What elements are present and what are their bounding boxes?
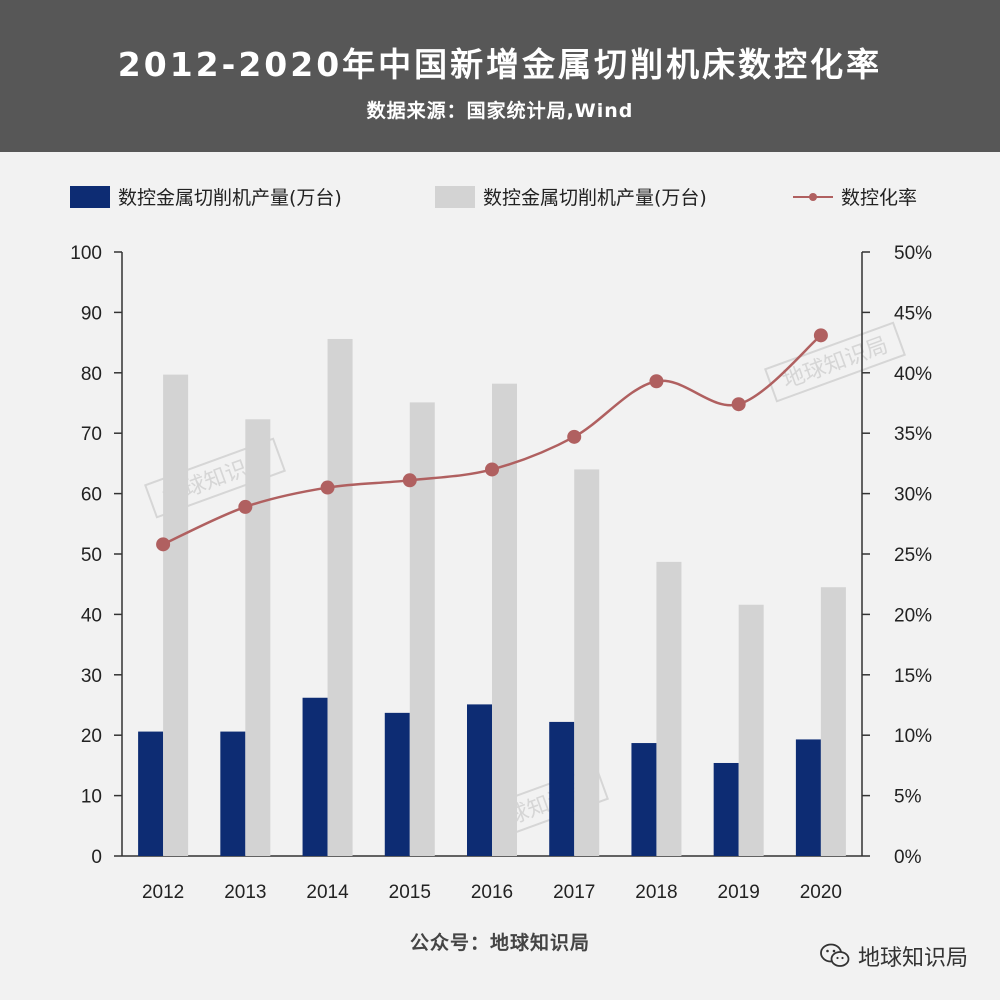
y-right-tick-label: 15% (894, 666, 932, 687)
bar-cnc-output (631, 743, 657, 856)
bar-total-output (656, 561, 682, 856)
y-right-tick-label: 45% (894, 303, 932, 324)
chart-subtitle: 数据来源：国家统计局,Wind (366, 100, 634, 122)
y-left-tick-label: 20 (81, 726, 102, 747)
watermark-2: 地球知识局 (764, 321, 906, 403)
legend-label-cnc: 数控金属切削机产量(万台) (118, 187, 342, 209)
bar-cnc-output (220, 731, 246, 856)
rate-point (731, 397, 746, 412)
y-right-tick-label: 25% (894, 545, 932, 566)
legend-label-rate: 数控化率 (841, 187, 918, 209)
rate-point (485, 462, 499, 477)
bar-total-output (327, 338, 353, 856)
y-left-tick-label: 30 (81, 666, 102, 687)
bar-total-output (409, 402, 435, 856)
chart-header: 2012-2020年中国新增金属切削机床数控化率 数据来源：国家统计局,Wind (0, 0, 1000, 152)
y-left-tick-label: 60 (81, 485, 102, 506)
bar-cnc-output (467, 704, 492, 856)
legend-swatch-cnc (70, 185, 110, 208)
legend-item-total-output: 数控金属切削机产量(万台) (435, 183, 707, 210)
legend-label-total: 数控金属切削机产量(万台) (483, 187, 707, 209)
rate-point (320, 480, 335, 495)
brand-name: 地球知识局 (857, 946, 968, 971)
x-tick-label: 2020 (800, 882, 842, 903)
rate-point (238, 499, 253, 514)
y-right-tick-label: 10% (894, 726, 932, 747)
bar-cnc-output (302, 697, 328, 856)
x-tick-label: 2013 (224, 882, 266, 903)
y-left-tick-label: 40 (81, 605, 102, 626)
bar-total-output (738, 604, 764, 856)
y-right-tick-label: 20% (894, 605, 932, 626)
y-left-tick-label: 80 (81, 364, 102, 385)
y-left-tick-label: 0 (91, 847, 102, 868)
wechat-icon (820, 943, 850, 967)
chart-legend: 数控金属切削机产量(万台) 数控金属切削机产量(万台) 数控化率 (0, 183, 1000, 213)
legend-item-rate: 数控化率 (793, 183, 917, 210)
bar-cnc-output (384, 712, 410, 856)
y-left-tick-label: 50 (81, 545, 102, 566)
footer-text: 公众号：地球知识局 (409, 932, 590, 954)
bar-cnc-output (713, 762, 739, 856)
rate-point (156, 537, 171, 552)
legend-swatch-rate (793, 186, 833, 208)
bar-cnc-output (795, 739, 821, 856)
watermark-text: 地球知识局 (780, 333, 892, 394)
bar-total-output (820, 587, 846, 856)
y-right-tick-label: 30% (894, 485, 932, 506)
bar-cnc-output (549, 721, 575, 856)
y-left-tick-label: 10 (81, 787, 102, 808)
x-tick-label: 2018 (635, 882, 677, 903)
rate-point (813, 328, 828, 343)
chart-title: 2012-2020年中国新增金属切削机床数控化率 (117, 45, 883, 84)
x-tick-label: 2014 (306, 882, 349, 903)
bar-total-output (163, 374, 189, 856)
y-left-tick-label: 70 (81, 424, 102, 445)
bar-total-output (574, 469, 600, 856)
y-right-tick-label: 5% (894, 787, 922, 808)
x-tick-label: 2017 (553, 882, 595, 903)
rate-point (649, 374, 664, 389)
y-right-tick-label: 40% (894, 364, 932, 385)
y-right-tick-label: 0% (894, 847, 922, 868)
brand-mark: 地球知识局 (820, 940, 968, 972)
y-left-tick-label: 90 (81, 303, 102, 324)
bar-total-output (245, 419, 271, 856)
y-left-tick-label: 100 (70, 243, 102, 264)
y-right-tick-label: 50% (894, 243, 932, 264)
rate-point (402, 473, 417, 488)
bar-cnc-output (138, 731, 164, 856)
x-tick-label: 2012 (142, 882, 184, 903)
x-tick-label: 2015 (389, 882, 431, 903)
bar-total-output (492, 383, 517, 856)
rate-point (567, 429, 582, 444)
legend-item-cnc-output: 数控金属切削机产量(万台) (70, 183, 342, 210)
x-tick-label: 2016 (471, 882, 513, 903)
legend-swatch-total (435, 185, 475, 208)
y-right-tick-label: 35% (894, 424, 932, 445)
x-tick-label: 2019 (718, 882, 760, 903)
